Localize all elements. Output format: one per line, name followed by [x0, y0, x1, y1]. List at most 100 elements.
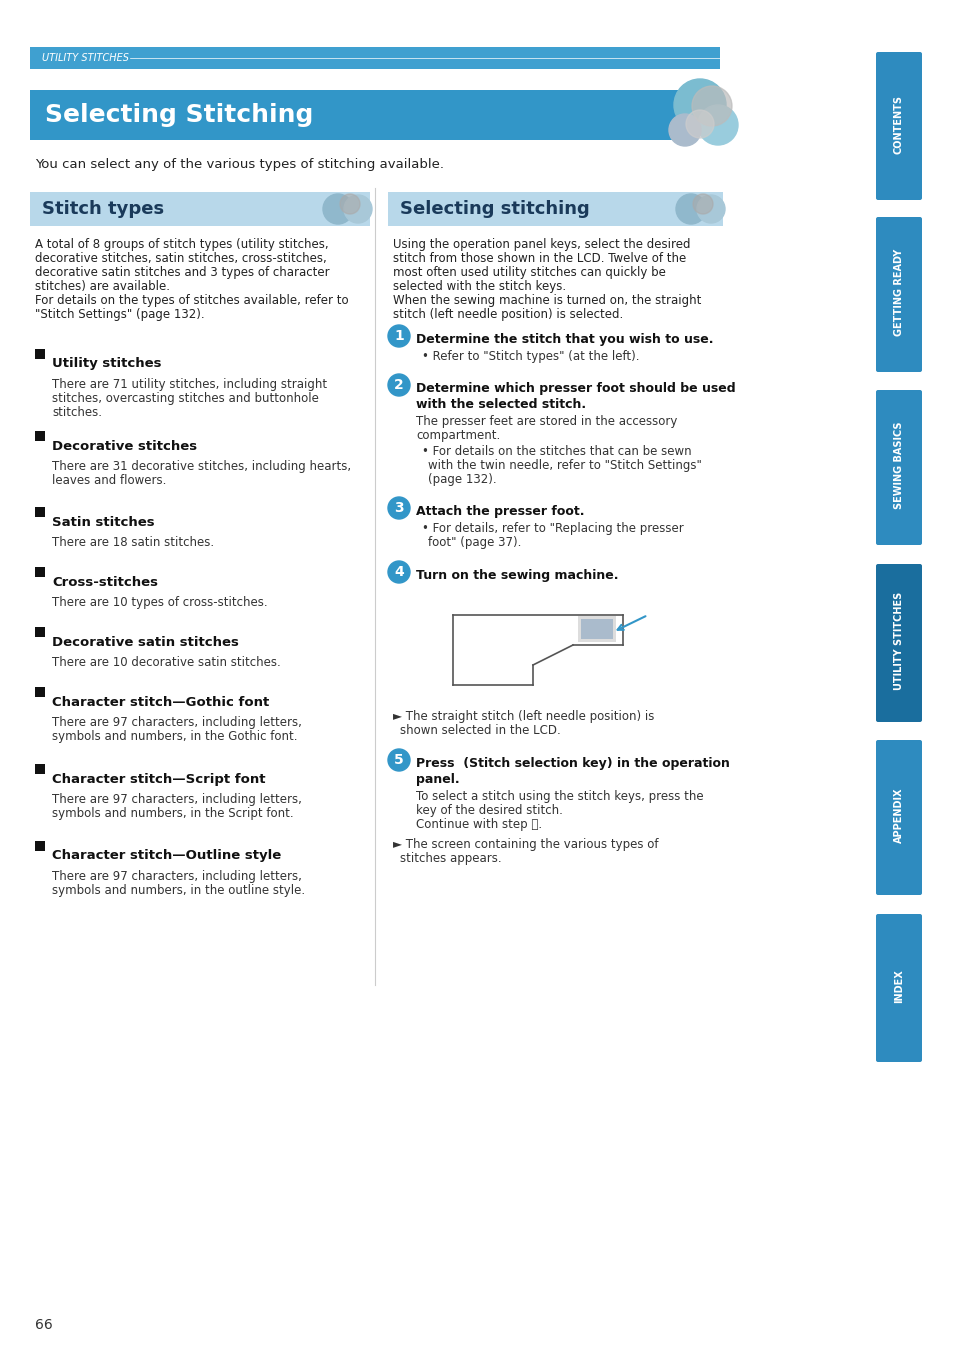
Text: Press  (Stitch selection key) in the operation: Press (Stitch selection key) in the oper…: [416, 758, 729, 770]
Text: CONTENTS: CONTENTS: [893, 94, 903, 154]
Text: with the selected stitch.: with the selected stitch.: [416, 398, 585, 411]
Text: Determine which presser foot should be used: Determine which presser foot should be u…: [416, 381, 735, 395]
Circle shape: [388, 749, 410, 771]
Text: 66: 66: [35, 1318, 52, 1332]
Text: • For details on the stitches that can be sewn: • For details on the stitches that can b…: [421, 445, 691, 458]
Text: stitches.: stitches.: [52, 406, 102, 419]
Circle shape: [344, 195, 372, 222]
Text: (page 132).: (page 132).: [428, 473, 497, 487]
Text: There are 10 types of cross-stitches.: There are 10 types of cross-stitches.: [52, 596, 268, 609]
Text: The presser feet are stored in the accessory: The presser feet are stored in the acces…: [416, 415, 677, 429]
Text: Continue with step ⓙ.: Continue with step ⓙ.: [416, 818, 541, 830]
Text: Satin stitches: Satin stitches: [52, 515, 154, 528]
Text: compartment.: compartment.: [416, 429, 499, 442]
FancyBboxPatch shape: [875, 563, 921, 723]
Text: Decorative stitches: Decorative stitches: [52, 439, 197, 453]
Text: foot" (page 37).: foot" (page 37).: [428, 537, 521, 549]
Circle shape: [698, 105, 738, 146]
Text: GETTING READY: GETTING READY: [893, 249, 903, 336]
Text: 4: 4: [394, 565, 403, 580]
Text: ► The straight stitch (left needle position) is: ► The straight stitch (left needle posit…: [393, 710, 654, 723]
Text: symbols and numbers, in the outline style.: symbols and numbers, in the outline styl…: [52, 884, 305, 896]
Text: symbols and numbers, in the Gothic font.: symbols and numbers, in the Gothic font.: [52, 731, 297, 743]
Bar: [35, 687, 45, 697]
Circle shape: [697, 195, 724, 222]
Text: You can select any of the various types of stitching available.: You can select any of the various types …: [35, 158, 443, 171]
Text: There are 97 characters, including letters,: There are 97 characters, including lette…: [52, 793, 301, 806]
Text: APPENDIX: APPENDIX: [893, 787, 903, 844]
Text: • Refer to "Stitch types" (at the left).: • Refer to "Stitch types" (at the left).: [421, 350, 639, 363]
Text: Decorative satin stitches: Decorative satin stitches: [52, 635, 238, 648]
Text: There are 31 decorative stitches, including hearts,: There are 31 decorative stitches, includ…: [52, 460, 351, 473]
Circle shape: [388, 325, 410, 346]
Circle shape: [668, 115, 700, 146]
Text: most often used utility stitches can quickly be: most often used utility stitches can qui…: [393, 266, 665, 279]
Bar: [35, 627, 45, 638]
Text: Stitch types: Stitch types: [42, 200, 164, 218]
Circle shape: [673, 80, 725, 131]
Text: UTILITY STITCHES: UTILITY STITCHES: [42, 53, 129, 63]
Text: Selecting Stitching: Selecting Stitching: [45, 102, 313, 127]
FancyBboxPatch shape: [875, 390, 921, 545]
Bar: [30, 47, 720, 69]
Text: symbols and numbers, in the Script font.: symbols and numbers, in the Script font.: [52, 807, 294, 820]
Bar: [578, 616, 616, 642]
Bar: [580, 619, 613, 639]
Circle shape: [692, 194, 712, 214]
Bar: [35, 349, 45, 359]
Circle shape: [388, 373, 410, 396]
Bar: [30, 90, 689, 140]
Text: There are 97 characters, including letters,: There are 97 characters, including lette…: [52, 869, 301, 883]
Text: ► The screen containing the various types of: ► The screen containing the various type…: [393, 838, 658, 851]
Circle shape: [339, 194, 359, 214]
Bar: [35, 431, 45, 441]
Text: A total of 8 groups of stitch types (utility stitches,: A total of 8 groups of stitch types (uti…: [35, 239, 328, 251]
Text: decorative stitches, satin stitches, cross-stitches,: decorative stitches, satin stitches, cro…: [35, 252, 327, 266]
Text: Attach the presser foot.: Attach the presser foot.: [416, 506, 584, 518]
Text: leaves and flowers.: leaves and flowers.: [52, 474, 166, 487]
Text: Selecting stitching: Selecting stitching: [399, 200, 589, 218]
Text: Utility stitches: Utility stitches: [52, 357, 161, 371]
FancyBboxPatch shape: [875, 740, 921, 895]
Text: Turn on the sewing machine.: Turn on the sewing machine.: [416, 569, 618, 582]
Text: Cross-stitches: Cross-stitches: [52, 576, 158, 589]
Text: When the sewing machine is turned on, the straight: When the sewing machine is turned on, th…: [393, 294, 700, 307]
Text: Character stitch—Outline style: Character stitch—Outline style: [52, 849, 281, 863]
Text: There are 71 utility stitches, including straight: There are 71 utility stitches, including…: [52, 377, 327, 391]
Bar: [35, 764, 45, 774]
Text: with the twin needle, refer to "Stitch Settings": with the twin needle, refer to "Stitch S…: [428, 460, 701, 472]
Text: stitches) are available.: stitches) are available.: [35, 280, 170, 293]
Circle shape: [685, 111, 713, 137]
FancyBboxPatch shape: [875, 53, 921, 200]
Text: stitches, overcasting stitches and buttonhole: stitches, overcasting stitches and butto…: [52, 392, 318, 404]
Text: decorative satin stitches and 3 types of character: decorative satin stitches and 3 types of…: [35, 266, 330, 279]
Text: Using the operation panel keys, select the desired: Using the operation panel keys, select t…: [393, 239, 690, 251]
Circle shape: [388, 561, 410, 582]
Text: INDEX: INDEX: [893, 969, 903, 1003]
Text: 2: 2: [394, 377, 403, 392]
Circle shape: [691, 86, 731, 125]
Text: Character stitch—Gothic font: Character stitch—Gothic font: [52, 696, 269, 709]
Text: Character stitch—Script font: Character stitch—Script font: [52, 772, 265, 786]
Text: UTILITY STITCHES: UTILITY STITCHES: [893, 592, 903, 690]
Text: For details on the types of stitches available, refer to: For details on the types of stitches ava…: [35, 294, 348, 307]
Text: To select a stitch using the stitch keys, press the: To select a stitch using the stitch keys…: [416, 790, 703, 803]
Text: There are 10 decorative satin stitches.: There are 10 decorative satin stitches.: [52, 656, 280, 669]
Text: 3: 3: [394, 501, 403, 515]
Circle shape: [388, 497, 410, 519]
Circle shape: [676, 194, 705, 224]
Bar: [35, 507, 45, 518]
Text: • For details, refer to "Replacing the presser: • For details, refer to "Replacing the p…: [421, 522, 683, 535]
Circle shape: [323, 194, 353, 224]
Text: SEWING BASICS: SEWING BASICS: [893, 422, 903, 510]
FancyBboxPatch shape: [875, 217, 921, 372]
Bar: [30, 191, 370, 226]
Bar: [35, 841, 45, 851]
Text: 1: 1: [394, 329, 403, 342]
FancyBboxPatch shape: [875, 914, 921, 1062]
Text: There are 97 characters, including letters,: There are 97 characters, including lette…: [52, 716, 301, 729]
Text: panel.: panel.: [416, 772, 459, 786]
Bar: [35, 568, 45, 577]
Text: There are 18 satin stitches.: There are 18 satin stitches.: [52, 537, 213, 549]
Text: 5: 5: [394, 754, 403, 767]
